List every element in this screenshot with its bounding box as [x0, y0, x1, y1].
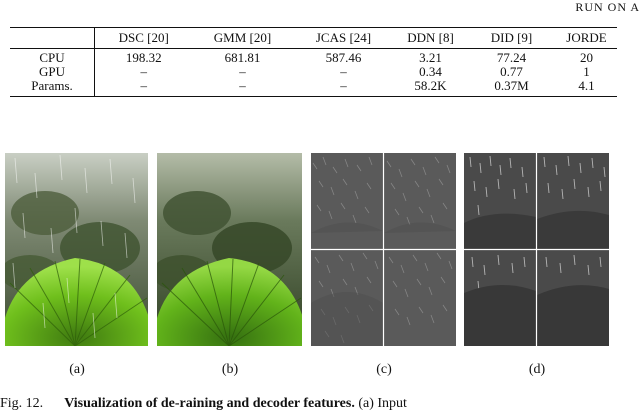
- panel-label-b: (b): [221, 362, 239, 377]
- running-header: RUN ON A: [575, 0, 640, 14]
- column-header: DDN [8]: [407, 30, 454, 45]
- table-cell: 58.2K: [414, 78, 447, 93]
- column-header: GMM [20]: [213, 30, 272, 45]
- table-cell: 3.21: [419, 50, 442, 65]
- figure-caption-title: Visualization of de-raining and decoder …: [64, 396, 355, 411]
- table-cell: 4.1: [578, 78, 595, 93]
- table-cell: 0.37M: [494, 78, 529, 93]
- feature-map-grid-c: [311, 153, 456, 346]
- table-cell: 0.77: [500, 64, 523, 79]
- feature-map-grid-d: [464, 153, 609, 346]
- column-header: JORDE: [566, 30, 607, 45]
- panel-label-a: (a): [69, 362, 85, 377]
- decoder-feature-maps-c: [311, 153, 456, 346]
- table-cell: 681.81: [224, 50, 261, 65]
- figure-number: Fig. 12.: [0, 396, 44, 411]
- table-cell: 20: [580, 50, 593, 65]
- column-header: DSC [20]: [118, 30, 169, 45]
- rainy-input-illustration: [5, 153, 148, 346]
- panel-label-d: (d): [528, 362, 546, 377]
- table-row: GPU – – – 0.34 0.77 1: [10, 65, 617, 79]
- derained-output-illustration: [157, 153, 302, 346]
- figure-caption-text: (a) Input: [354, 396, 407, 411]
- table-cell: –: [340, 64, 347, 79]
- table-row: Params. – – – 58.2K 0.37M 4.1: [10, 79, 617, 97]
- table-cell: 1: [583, 64, 590, 79]
- column-header: JCAS [24]: [315, 30, 372, 45]
- table-cell: 198.32: [125, 50, 162, 65]
- runtime-table: DSC [20] GMM [20] JCAS [24] DDN [8] DID …: [10, 27, 617, 97]
- figure-caption: Fig. 12. Visualization of de-raining and…: [0, 396, 407, 412]
- table-cell: –: [239, 78, 246, 93]
- table-cell: –: [140, 64, 148, 79]
- table-cell: –: [340, 78, 347, 93]
- table-row: CPU 198.32 681.81 587.46 3.21 77.24 20: [10, 48, 617, 65]
- panel-label-c: (c): [376, 362, 392, 377]
- derained-output-image: [157, 153, 302, 346]
- column-header: DID [9]: [490, 30, 533, 45]
- row-label: GPU: [10, 65, 95, 79]
- table-cell: –: [140, 78, 148, 93]
- table-cell: –: [239, 64, 246, 79]
- table-cell: 0.34: [419, 64, 442, 79]
- row-label: Params.: [10, 79, 95, 97]
- table-cell: 77.24: [496, 50, 527, 65]
- table-header-row: DSC [20] GMM [20] JCAS [24] DDN [8] DID …: [10, 27, 617, 49]
- table-cell: 587.46: [325, 50, 362, 65]
- row-label: CPU: [10, 48, 95, 65]
- table-corner-cell: [10, 27, 95, 49]
- decoder-feature-maps-d: [464, 153, 609, 346]
- rainy-input-image: [5, 153, 148, 346]
